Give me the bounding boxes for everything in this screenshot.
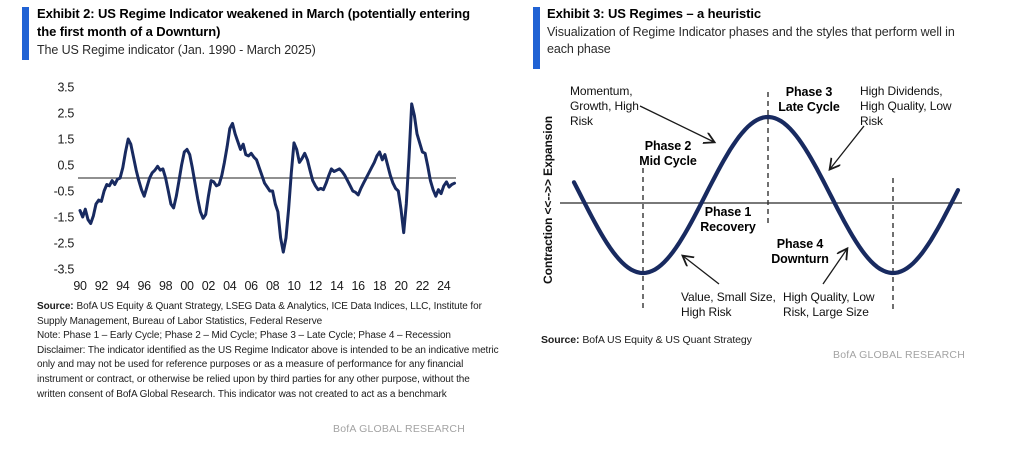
y-tick-label: 0.5 (58, 159, 75, 173)
x-tick-label: 04 (223, 279, 237, 293)
momentum-style-annotation: Momentum, Growth, High Risk (570, 84, 639, 128)
phase3-label: Phase 3 Late Cycle (754, 85, 864, 115)
x-tick-label: 02 (202, 279, 216, 293)
exhibit2-subtitle: The US Regime indicator (Jan. 1990 - Mar… (37, 43, 316, 57)
quality-annotation-arrow (822, 249, 847, 285)
x-tick-label: 20 (394, 279, 408, 293)
x-tick-label: 90 (73, 279, 87, 293)
exhibit3-source-line: Source: BofA US Equity & US Quant Strateg… (541, 334, 971, 346)
regime-phases-diagram (560, 92, 962, 312)
value-style-annotation: Value, Small Size, High Risk (681, 290, 776, 319)
exhibit3-brand-label: BofA GLOBAL RESEARCH (833, 349, 965, 361)
x-axis-tick-labels: 90 92 94 96 98 00 02 04 06 08 10 12 14 16 18 20 22 24 (73, 279, 451, 293)
exhibit2-title: Exhibit 2: US Regime Indicator weakened … (37, 6, 470, 39)
exhibit3-subtitle: Visualization of Regime Indicator phases… (547, 25, 955, 56)
x-tick-label: 98 (159, 279, 173, 293)
x-tick-label: 08 (266, 279, 280, 293)
y-tick-label: 2.5 (58, 107, 75, 121)
phase4-name: Phase 4 (776, 237, 824, 251)
phase2-label: Phase 2 Mid Cycle (613, 139, 723, 169)
phase4-label: Phase 4 Downturn (745, 237, 855, 267)
x-tick-label: 18 (373, 279, 387, 293)
x-tick-label: 00 (180, 279, 194, 293)
exhibit2-source-line: Source: BofA US Equity & Quant Strategy, … (37, 300, 499, 329)
y-axis-tick-labels: 3.5 2.5 1.5 0.5 -0.5 -1.5 -2.5 -3.5 (54, 81, 75, 277)
source-text: BofA US Equity & US Quant Strategy (582, 334, 752, 346)
exhibit2-accent-bar (22, 7, 29, 60)
y-tick-label: -2.5 (54, 237, 75, 251)
x-tick-label: 22 (416, 279, 430, 293)
dividends-style-annotation: High Dividends, High Quality, Low Risk (860, 84, 952, 128)
y-tick-label: -1.5 (54, 211, 75, 225)
phase3-desc: Late Cycle (778, 100, 840, 114)
y-tick-label: 1.5 (58, 133, 75, 147)
quality-style-annotation: High Quality, Low Risk, Large Size (783, 290, 875, 319)
phase3-name: Phase 3 (785, 85, 833, 99)
y-tick-label: -3.5 (54, 263, 75, 277)
x-tick-label: 94 (116, 279, 130, 293)
x-tick-label: 12 (309, 279, 323, 293)
source-label: Source: (37, 301, 74, 312)
x-tick-label: 92 (95, 279, 109, 293)
exhibit3-accent-bar (533, 7, 540, 69)
y-tick-label: 3.5 (58, 81, 75, 95)
phase2-desc: Mid Cycle (639, 154, 697, 168)
exhibit2-footnotes: Source: BofA US Equity & Quant Strategy, … (37, 300, 499, 402)
phase1-desc: Recovery (700, 220, 756, 234)
source-text: BofA US Equity & Quant Strategy, LSEG Da… (37, 301, 482, 327)
exhibit2-brand-label: BofA GLOBAL RESEARCH (333, 423, 465, 435)
phase2-name: Phase 2 (644, 139, 692, 153)
y-tick-label: -0.5 (54, 185, 75, 199)
momentum-annotation-arrow (639, 105, 714, 142)
x-tick-label: 10 (287, 279, 301, 293)
x-tick-label: 16 (352, 279, 366, 293)
cycle-sine-curve (571, 114, 961, 276)
x-tick-label: 06 (245, 279, 259, 293)
value-annotation-arrow (683, 256, 720, 285)
source-label: Source: (541, 334, 580, 346)
x-tick-label: 14 (330, 279, 344, 293)
exhibit2-disclaimer: Disclaimer: The indicator identified as … (37, 344, 499, 400)
regime-indicator-line (78, 102, 456, 254)
exhibit3-title: Exhibit 3: US Regimes – a heuristic (547, 6, 761, 21)
dividends-annotation-arrow (830, 125, 865, 169)
x-tick-label: 24 (437, 279, 451, 293)
regime-indicator-chart: 3.5 2.5 1.5 0.5 -0.5 -1.5 -2.5 -3.5 90 92 94 96 98 0… (54, 81, 456, 293)
x-tick-label: 96 (138, 279, 152, 293)
phase1-label: Phase 1 Recovery (673, 205, 783, 235)
exhibit2-note-line: Note: Phase 1 – Early Cycle; Phase 2 – M… (37, 330, 451, 342)
phase4-desc: Downturn (771, 252, 829, 266)
phase1-name: Phase 1 (704, 205, 752, 219)
